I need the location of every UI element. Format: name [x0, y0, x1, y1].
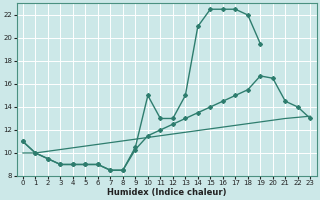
- X-axis label: Humidex (Indice chaleur): Humidex (Indice chaleur): [107, 188, 226, 197]
